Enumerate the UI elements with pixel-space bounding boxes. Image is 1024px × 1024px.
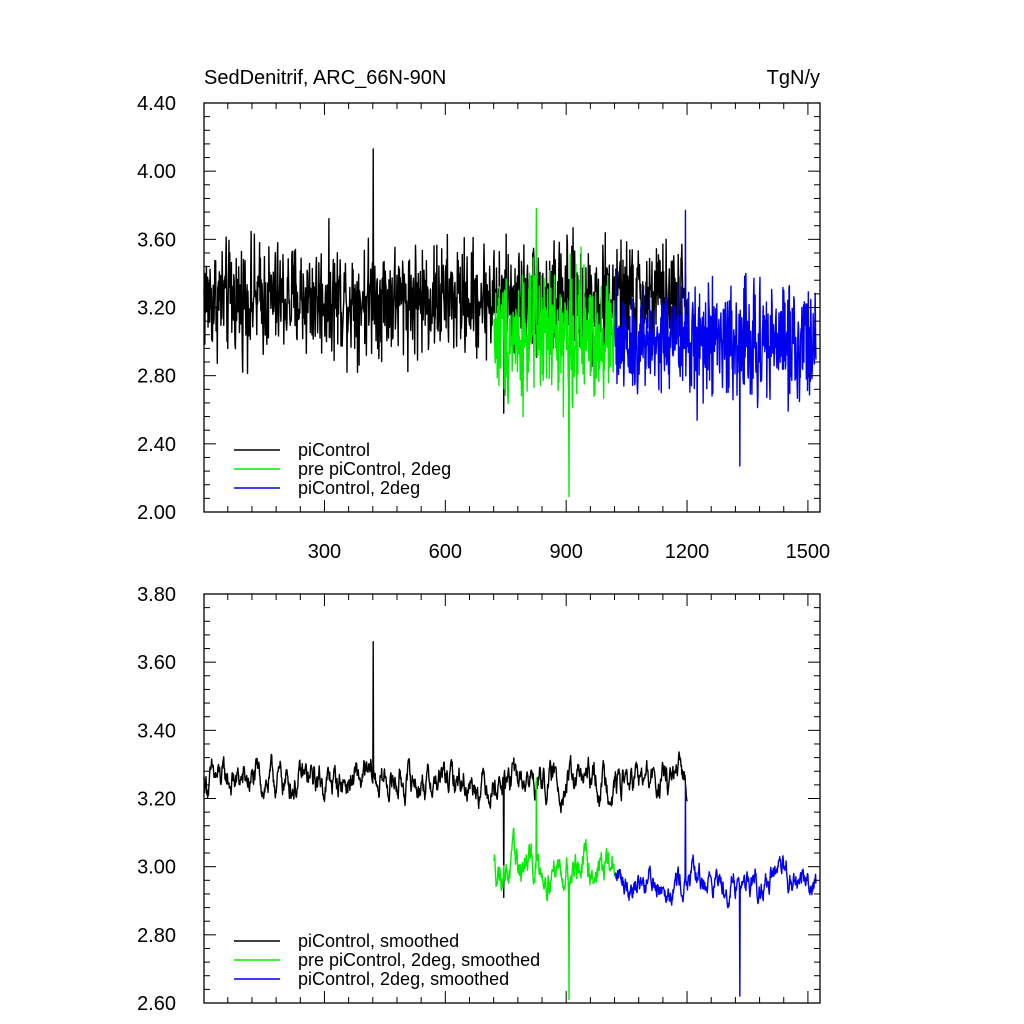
x-tick-label: 1200 (665, 541, 710, 563)
chart-title: SedDenitrif, ARC_66N-90N (204, 67, 446, 89)
plot-frame (203, 593, 821, 1004)
bottom-panel: 2.60 2.80 3.00 3.20 3.40 3.60 3.80 piControl, … (137, 584, 821, 1015)
y-tick-label: 2.80 (137, 925, 176, 947)
legend-label: piControl, smoothed (298, 931, 459, 951)
y-tick-label: 3.60 (137, 652, 176, 674)
series-line-2 (614, 209, 817, 467)
y-tick-label: 3.40 (137, 720, 176, 742)
series-line-1 (493, 207, 616, 498)
x-tick-label: 1500 (786, 541, 831, 563)
y-tick-label: 3.80 (137, 584, 176, 606)
legend-label: piControl, 2deg (298, 478, 420, 498)
y-tick-label: 4.00 (137, 161, 176, 183)
legend-label: piControl (298, 440, 370, 460)
y-tick-label: 3.20 (137, 789, 176, 811)
x-tick-label: 900 (549, 541, 582, 563)
y-tick-label: 3.20 (137, 298, 176, 320)
series-line-0 (203, 148, 688, 414)
series-line-0 (203, 641, 688, 899)
legend-label: pre piControl, 2deg (298, 459, 451, 479)
top-panel: SedDenitrif, ARC_66N-90N TgN/y 300 600 900… (137, 67, 830, 563)
y-tick-label: 2.80 (137, 366, 176, 388)
y-tick-label: 4.40 (137, 93, 176, 115)
y-tick-label: 2.40 (137, 434, 176, 456)
x-tick-label: 300 (308, 541, 341, 563)
legend-label: pre piControl, 2deg, smoothed (298, 950, 540, 970)
series-line-1 (493, 777, 616, 1001)
y-tick-label: 2.60 (137, 993, 176, 1015)
legend-label: piControl, 2deg, smoothed (298, 969, 509, 989)
y-tick-label: 2.00 (137, 502, 176, 524)
y-tick-label: 3.00 (137, 857, 176, 879)
x-tick-label: 600 (429, 541, 462, 563)
series-line-2 (614, 784, 817, 997)
y-tick-label: 3.60 (137, 229, 176, 251)
units-label: TgN/y (767, 67, 820, 89)
